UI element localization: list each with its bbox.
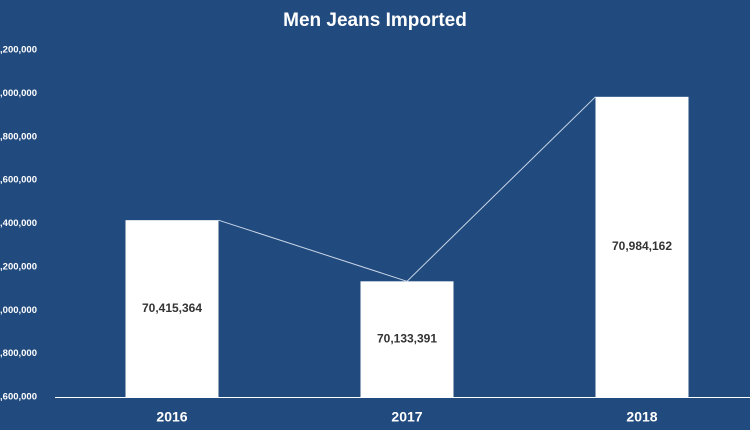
y-tick-label: 70,600,000	[0, 175, 37, 186]
y-tick-label: 70,800,000	[0, 131, 37, 142]
y-tick-label: 69,800,000	[0, 348, 37, 359]
y-tick-label: 70,400,000	[0, 218, 37, 229]
bar	[360, 281, 454, 397]
chart-title: Men Jeans Imported	[283, 10, 467, 31]
y-tick-label: 69,600,000	[0, 392, 37, 403]
x-tick-label: 2016	[156, 409, 187, 425]
series-line	[218, 96, 596, 282]
x-tick-label: 2017	[391, 409, 422, 425]
y-tick-label: 70,000,000	[0, 305, 37, 316]
data-label: 70,133,391	[377, 331, 437, 345]
y-tick-label: 71,200,000	[0, 45, 37, 56]
x-tick-label: 2018	[626, 409, 657, 425]
bar	[595, 96, 689, 397]
data-label: 70,984,162	[612, 239, 672, 253]
y-tick-label: 71,000,000	[0, 88, 37, 99]
data-label: 70,415,364	[142, 301, 202, 315]
y-tick-label: 70,200,000	[0, 261, 37, 272]
bar	[125, 220, 219, 397]
